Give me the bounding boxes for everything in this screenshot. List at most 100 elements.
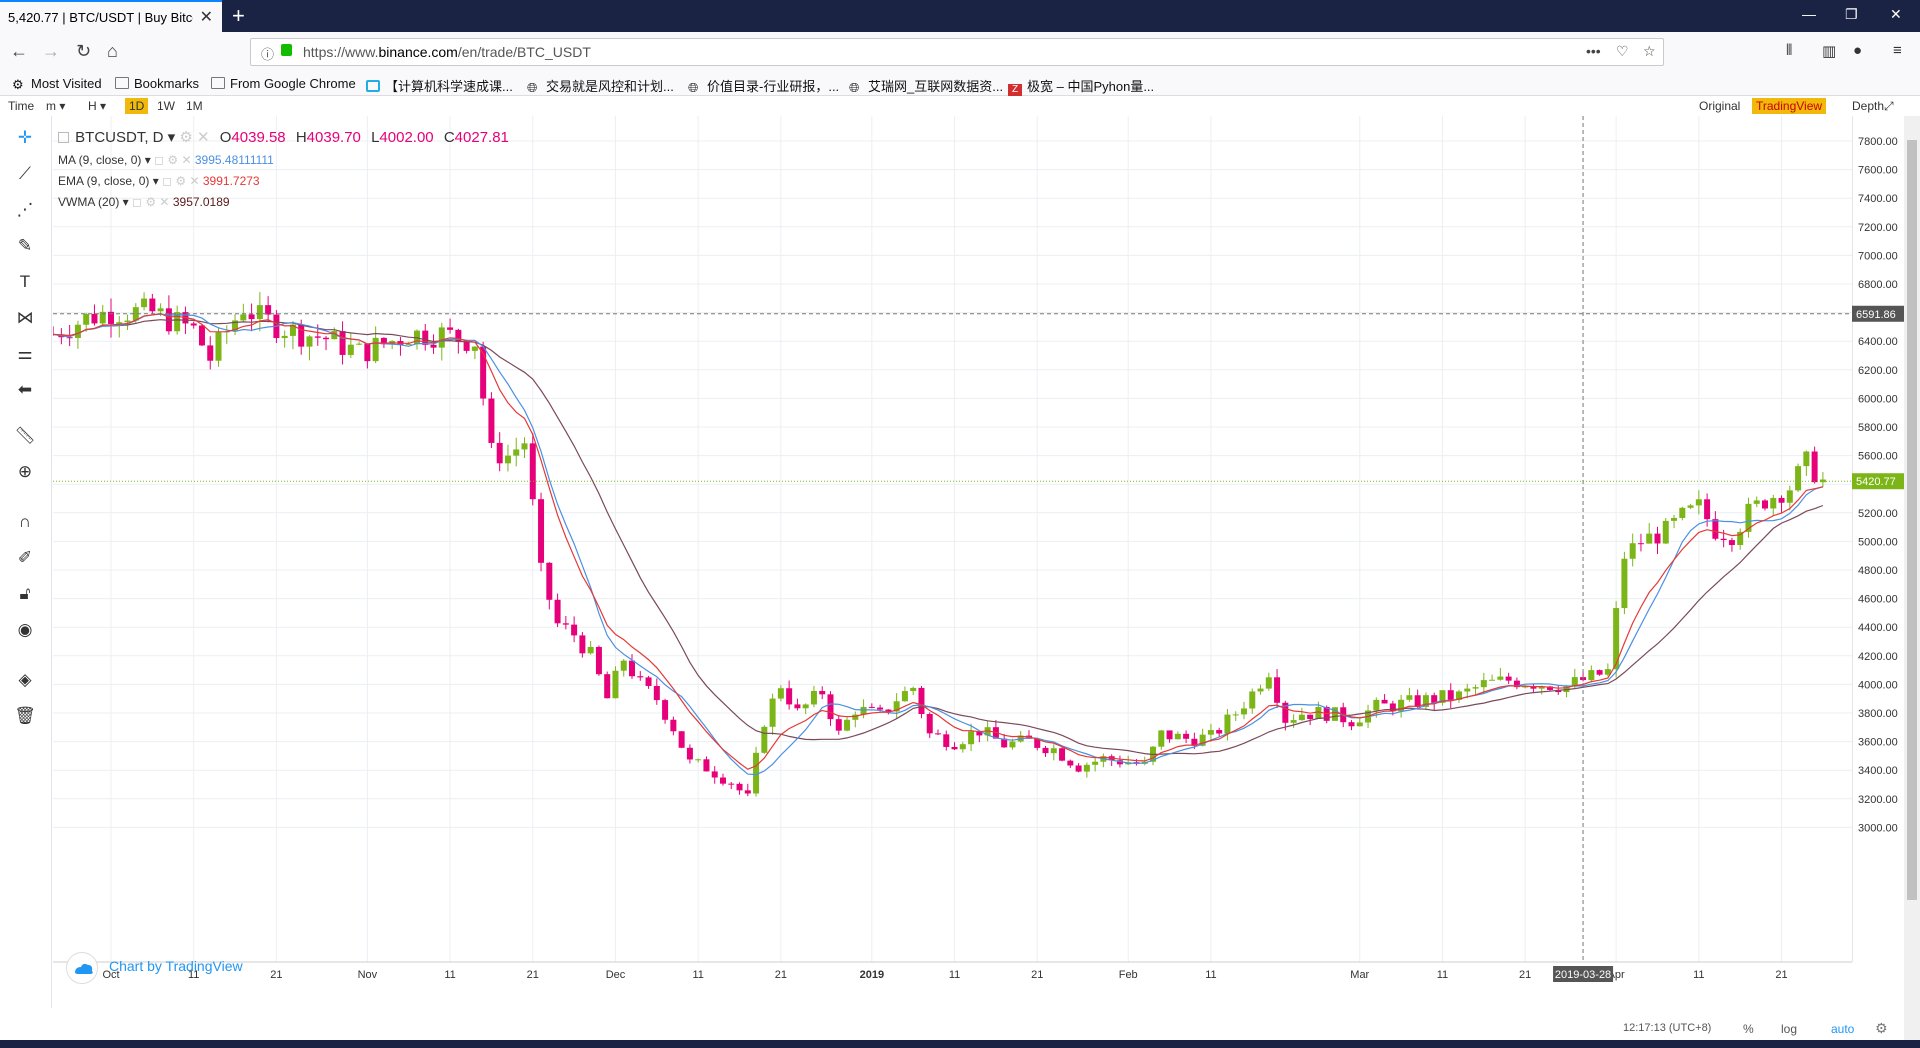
minimize-icon[interactable]: — <box>1802 6 1816 22</box>
text-icon[interactable]: T <box>19 272 31 291</box>
timeframe-1w[interactable]: 1W <box>157 99 175 113</box>
candle-body <box>1331 707 1338 721</box>
candle-body <box>1646 533 1653 544</box>
bookmark-folder-chrome[interactable]: From Google Chrome <box>211 76 356 91</box>
candle-body <box>901 691 908 702</box>
browser-tab[interactable]: 5,420.77 | BTC/USDT | Buy Bitcoin ✕ <box>0 0 222 33</box>
candle-body <box>653 685 660 701</box>
candle-body <box>1497 676 1504 680</box>
y-tick-label: 6400.00 <box>1858 336 1898 348</box>
layers-icon[interactable]: ◈ <box>18 670 32 689</box>
candle-body <box>1398 699 1405 712</box>
candle-body <box>190 323 197 326</box>
close-window-icon[interactable]: ✕ <box>1890 6 1902 22</box>
candle-body <box>438 327 445 348</box>
bookmark-star-icon[interactable]: ☆ <box>1643 43 1656 59</box>
library-icon[interactable]: ⫴ <box>1786 42 1793 59</box>
trendline-icon[interactable]: ⟋ <box>19 164 31 183</box>
bookmark-item[interactable]: 🌐︎ 艾瑞网_互联网数据资... <box>849 79 1004 95</box>
close-tab-icon[interactable]: ✕ <box>199 9 213 26</box>
fullscreen-icon[interactable]: ⤢ <box>1884 99 1894 113</box>
candle-body <box>372 337 379 362</box>
price-chart[interactable]: Oct 11 21 Nov 11 21 Dec 11 21 2019 11 21 Feb 11 Mar 11 2… <box>53 116 1852 1000</box>
candle-body <box>488 398 495 443</box>
url-bar[interactable]: ⓘ https://www.binance.com/en/trade/BTC_U… <box>250 38 1664 66</box>
scrollbar-thumb[interactable] <box>1907 140 1917 900</box>
reload-icon[interactable]: ↻ <box>76 41 92 61</box>
x-tick-label: 21 <box>527 969 539 981</box>
candle-body <box>521 443 528 450</box>
brush-icon[interactable]: ✎ <box>17 236 33 255</box>
symbol-name: BTCUSDT, D <box>75 129 164 146</box>
taskbar <box>0 1040 1920 1048</box>
trash-icon[interactable]: 🗑︎ <box>14 706 36 725</box>
candle-body <box>1819 479 1826 483</box>
home-icon[interactable]: ⌂ <box>107 41 118 61</box>
browser-title-bar: 5,420.77 | BTC/USDT | Buy Bitcoin ✕ + — … <box>0 0 1920 33</box>
collapse-icon[interactable] <box>58 132 69 143</box>
chart-bottom-bar: 12:17:13 (UTC+8) % log auto ⚙ <box>53 1018 1904 1038</box>
bookmark-item[interactable]: 🌐︎ 交易就是风控和计划... <box>527 79 674 95</box>
timeframe-minutes[interactable]: m ▾ <box>46 99 66 113</box>
pattern-icon[interactable]: ⋈ <box>16 308 34 327</box>
sidebar-icon[interactable]: ▥ <box>1822 43 1837 60</box>
z-icon: Z <box>1008 84 1022 96</box>
eye-icon[interactable]: ◉ <box>17 620 33 639</box>
candle-body <box>1274 677 1281 703</box>
arrow-back-icon[interactable]: ⬅ <box>17 380 33 399</box>
y-tick-label: 6200.00 <box>1858 365 1898 377</box>
candle-body <box>976 731 983 736</box>
back-icon[interactable]: ← <box>10 41 28 61</box>
percent-toggle[interactable]: % <box>1743 1022 1754 1036</box>
zoom-icon[interactable]: ⊕ <box>17 462 33 481</box>
candle-body <box>1505 676 1512 681</box>
candle-body <box>1745 503 1752 532</box>
pocket-icon[interactable]: ♡ <box>1616 43 1629 59</box>
candle-body <box>629 660 636 677</box>
timeframe-1d[interactable]: 1D <box>125 98 149 114</box>
prediction-icon[interactable]: ⚌ <box>17 344 33 363</box>
page-scrollbar[interactable] <box>1904 116 1920 1040</box>
account-icon[interactable]: ● <box>1853 42 1863 59</box>
restore-icon[interactable]: ❐ <box>1845 6 1858 22</box>
indicator-ma[interactable]: MA (9, close, 0) ▾ ◻ ⚙ ✕ 3995.48111111 <box>58 153 274 167</box>
timeframe-hours[interactable]: H ▾ <box>88 99 107 113</box>
new-tab-icon[interactable]: + <box>232 3 245 28</box>
candle-body <box>99 311 106 324</box>
unlock-icon[interactable]: 🔓︎ <box>19 584 31 603</box>
log-toggle[interactable]: log <box>1781 1022 1798 1036</box>
ruler-icon[interactable]: 📏︎ <box>14 426 36 445</box>
crosshair-icon[interactable]: ✛ <box>17 128 33 147</box>
url-text[interactable]: https://www.binance.com/en/trade/BTC_USD… <box>303 44 591 60</box>
candle-body <box>1092 761 1099 765</box>
tradingview-cloud-icon[interactable] <box>66 952 98 984</box>
view-original[interactable]: Original <box>1699 99 1741 113</box>
candle-body <box>1050 748 1057 754</box>
page-actions-icon[interactable]: ••• <box>1586 43 1601 59</box>
price-axis[interactable]: 3000.00 3200.00 3400.00 3600.00 3800.00 4000.… <box>1852 116 1904 1000</box>
timeframe-1m[interactable]: 1M <box>186 99 203 113</box>
indicator-vwma[interactable]: VWMA (20) ▾ ◻ ⚙ ✕ 3957.0189 <box>58 195 230 209</box>
candle-body <box>546 562 553 600</box>
candle-body <box>703 759 710 772</box>
candle-body <box>943 734 950 747</box>
bookmark-item[interactable]: 【计算机科学速成课... <box>366 76 513 95</box>
lock-drawing-icon[interactable]: ✐ <box>17 548 33 567</box>
view-depth[interactable]: Depth <box>1852 99 1885 113</box>
forward-icon[interactable]: → <box>42 41 60 61</box>
bookmark-item[interactable]: Z 极宽 – 中国Pyhon量... <box>1008 76 1154 96</box>
view-tradingview[interactable]: TradingView <box>1752 98 1827 114</box>
fib-icon[interactable]: ⋰ <box>16 200 34 219</box>
settings-icon[interactable]: ⚙ <box>1875 1020 1888 1036</box>
auto-toggle[interactable]: auto <box>1831 1022 1855 1036</box>
chart-by-tradingview[interactable]: Chart by TradingView <box>109 958 243 974</box>
candle-body <box>1116 760 1123 765</box>
bookmark-most-visited[interactable]: ⚙ Most Visited <box>12 76 102 92</box>
magnet-icon[interactable]: ∩ <box>18 512 32 531</box>
bookmark-item[interactable]: 🌐︎ 价值目录-行业研报，... <box>688 79 840 95</box>
indicator-ema[interactable]: EMA (9, close, 0) ▾ ◻ ⚙ ✕ 3991.7273 <box>58 174 260 188</box>
menu-icon[interactable]: ≡ <box>1893 42 1902 59</box>
candle-body <box>910 687 917 692</box>
bookmark-folder-bookmarks[interactable]: Bookmarks <box>115 76 199 91</box>
info-icon[interactable]: ⓘ <box>261 47 275 62</box>
